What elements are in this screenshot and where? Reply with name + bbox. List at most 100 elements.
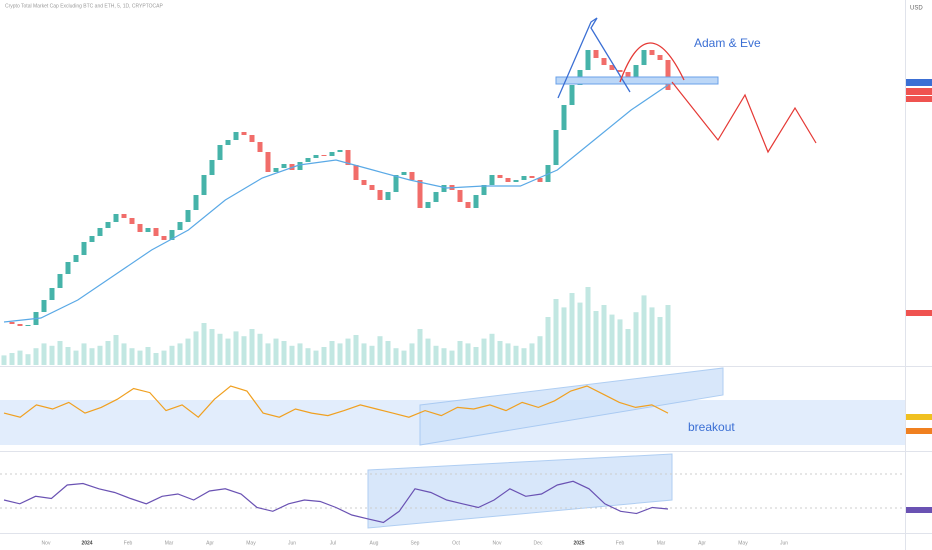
volume-bar: [105, 341, 111, 365]
volume-bar: [233, 331, 239, 365]
volume-bar: [641, 295, 647, 365]
volume-bar: [657, 317, 663, 365]
volume-bar: [545, 317, 551, 365]
currency-label: USD: [910, 6, 923, 12]
time-label: Apr: [206, 540, 214, 546]
time-label: Apr: [698, 540, 706, 546]
time-label: Nov: [42, 540, 51, 546]
breakout-label: breakout: [688, 420, 735, 434]
candle: [89, 236, 95, 242]
candle: [369, 185, 375, 190]
volume-bar: [577, 302, 583, 365]
volume-bar: [345, 338, 351, 365]
candle: [153, 228, 159, 236]
volume-bar: [305, 348, 311, 365]
candle: [233, 132, 239, 140]
candle: [249, 135, 255, 142]
candle: [257, 142, 263, 152]
candle: [105, 222, 111, 228]
volume-bar: [145, 347, 151, 365]
candle: [241, 132, 247, 135]
plot: [1, 50, 671, 524]
candle: [49, 288, 55, 300]
candle: [393, 175, 399, 192]
candle: [553, 130, 559, 165]
volume-bar: [465, 343, 471, 365]
time-label: May: [738, 540, 748, 546]
candle: [177, 222, 183, 230]
volume-bar: [281, 341, 287, 365]
candle: [73, 255, 79, 262]
candle: [609, 65, 615, 70]
volume-bar: [529, 343, 535, 365]
volume-bar: [73, 350, 79, 365]
projection-path: [671, 81, 817, 154]
candle: [329, 152, 335, 156]
osc-channel: [367, 453, 673, 529]
volume-bar: [521, 348, 527, 365]
volume-bar: [113, 335, 119, 365]
volume-bar: [97, 345, 103, 365]
volume-bar: [665, 305, 671, 365]
volume-bar: [425, 338, 431, 365]
volume-bar: [377, 336, 383, 365]
volume-bar: [513, 345, 519, 365]
volume-bar: [321, 347, 327, 365]
price-tag: [906, 414, 932, 420]
volume-bar: [225, 338, 231, 365]
volume-bar: [17, 350, 23, 365]
volume-bar: [449, 350, 455, 365]
volume-bar: [297, 343, 303, 365]
candle: [657, 55, 663, 60]
candle: [193, 195, 199, 210]
candle: [401, 172, 407, 175]
volume-bar: [497, 341, 503, 365]
candle: [185, 210, 191, 222]
candle: [361, 180, 367, 185]
candle: [409, 172, 415, 180]
candle: [201, 175, 207, 195]
volume-bar: [193, 331, 199, 365]
candle: [297, 162, 303, 170]
time-label: Jun: [288, 540, 296, 546]
candle: [145, 228, 151, 232]
volume-bar: [417, 329, 423, 365]
volume-bar: [441, 348, 447, 365]
candle: [633, 65, 639, 78]
candle: [113, 214, 119, 222]
candle: [465, 202, 471, 208]
price-tag: [906, 88, 932, 95]
volume-bar: [649, 307, 655, 365]
volume-bar: [57, 341, 63, 365]
candle: [273, 168, 279, 172]
pattern-label: Adam & Eve: [694, 36, 761, 50]
volume-bar: [177, 343, 183, 365]
candle: [417, 180, 423, 208]
volume-bar: [489, 333, 495, 365]
candle: [209, 160, 215, 175]
candle: [161, 236, 167, 240]
volume-bar: [617, 319, 623, 365]
time-label: Mar: [657, 540, 666, 546]
time-label: Jul: [330, 540, 336, 546]
candle: [281, 164, 287, 168]
time-label: Sep: [411, 540, 420, 546]
candle: [489, 175, 495, 185]
price-pane: [0, 0, 905, 366]
candle: [665, 60, 671, 90]
volume-bar: [353, 335, 359, 365]
volume-bar: [393, 348, 399, 365]
volume-bar: [129, 348, 135, 365]
volume-bar: [609, 314, 615, 365]
candle: [617, 70, 623, 72]
volume-bar: [561, 307, 567, 365]
volume-bar: [65, 347, 71, 365]
candle: [473, 195, 479, 208]
candle: [569, 85, 575, 105]
candle: [377, 190, 383, 200]
candle: [513, 180, 519, 182]
volume-bar: [81, 343, 87, 365]
volume-bar: [169, 345, 175, 365]
candle: [561, 105, 567, 130]
price-tag: [906, 79, 932, 86]
